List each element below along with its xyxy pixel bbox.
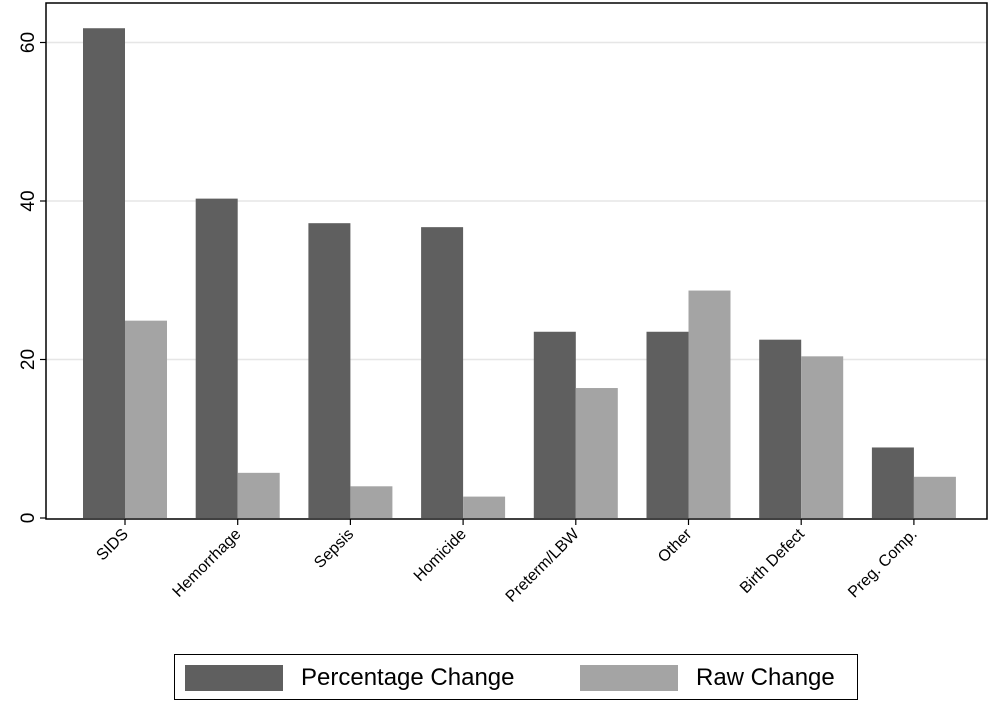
bar-raw-change-5 bbox=[688, 290, 731, 518]
x-tick-label: Other bbox=[655, 525, 696, 566]
x-tick-label: Preterm/LBW bbox=[503, 525, 584, 606]
bar-raw-change-2 bbox=[350, 486, 393, 518]
gridlines bbox=[46, 41, 987, 361]
legend: Percentage Change Raw Change bbox=[174, 654, 858, 700]
legend-item-raw-change: Raw Change bbox=[580, 664, 835, 691]
bar-chart: 0 20 40 60 SIDS Hemorrhage Sepsis Homicide Pret… bbox=[18, 2, 988, 606]
legend-label-percentage-change: Percentage Change bbox=[301, 664, 515, 691]
bar-percentage-change-0 bbox=[83, 28, 125, 519]
bar-raw-change-4 bbox=[575, 388, 618, 518]
legend-item-percentage-change: Percentage Change bbox=[185, 664, 515, 691]
y-tick-label: 20 bbox=[18, 349, 39, 370]
x-tick-label: Sepsis bbox=[311, 526, 357, 572]
bar-percentage-change-4 bbox=[533, 331, 576, 518]
x-tick-label: SIDS bbox=[93, 526, 131, 564]
bar-percentage-change-1 bbox=[195, 198, 238, 518]
legend-swatch-percentage-change bbox=[185, 665, 283, 691]
x-tick-label: Preg. Comp. bbox=[845, 526, 921, 602]
legend-swatch-raw-change bbox=[580, 665, 678, 691]
bar-percentage-change-5 bbox=[646, 331, 689, 518]
bar-raw-change-3 bbox=[463, 496, 506, 518]
plot-frame bbox=[45, 2, 988, 520]
x-tick-label: Hemorrhage bbox=[170, 526, 245, 601]
bar-percentage-change-2 bbox=[308, 223, 351, 518]
bar-raw-change-7 bbox=[913, 476, 956, 518]
bar-percentage-change-7 bbox=[871, 447, 914, 518]
bars bbox=[83, 28, 956, 519]
x-axis-labels: SIDS Hemorrhage Sepsis Homicide Preterm/LBW O… bbox=[93, 519, 921, 606]
bar-raw-change-1 bbox=[237, 472, 280, 518]
legend-label-raw-change: Raw Change bbox=[696, 664, 835, 691]
x-tick-label: Homicide bbox=[411, 526, 470, 585]
bar-raw-change-0 bbox=[125, 320, 167, 518]
y-tick-label: 0 bbox=[18, 513, 39, 524]
y-tick-label: 40 bbox=[18, 190, 39, 211]
bar-percentage-change-3 bbox=[421, 227, 464, 518]
y-tick-label: 60 bbox=[18, 32, 39, 53]
y-axis-ticks: 0 20 40 60 bbox=[18, 32, 46, 523]
bar-raw-change-6 bbox=[801, 356, 844, 518]
bar-percentage-change-6 bbox=[759, 339, 802, 518]
x-tick-label: Birth Defect bbox=[737, 525, 809, 597]
